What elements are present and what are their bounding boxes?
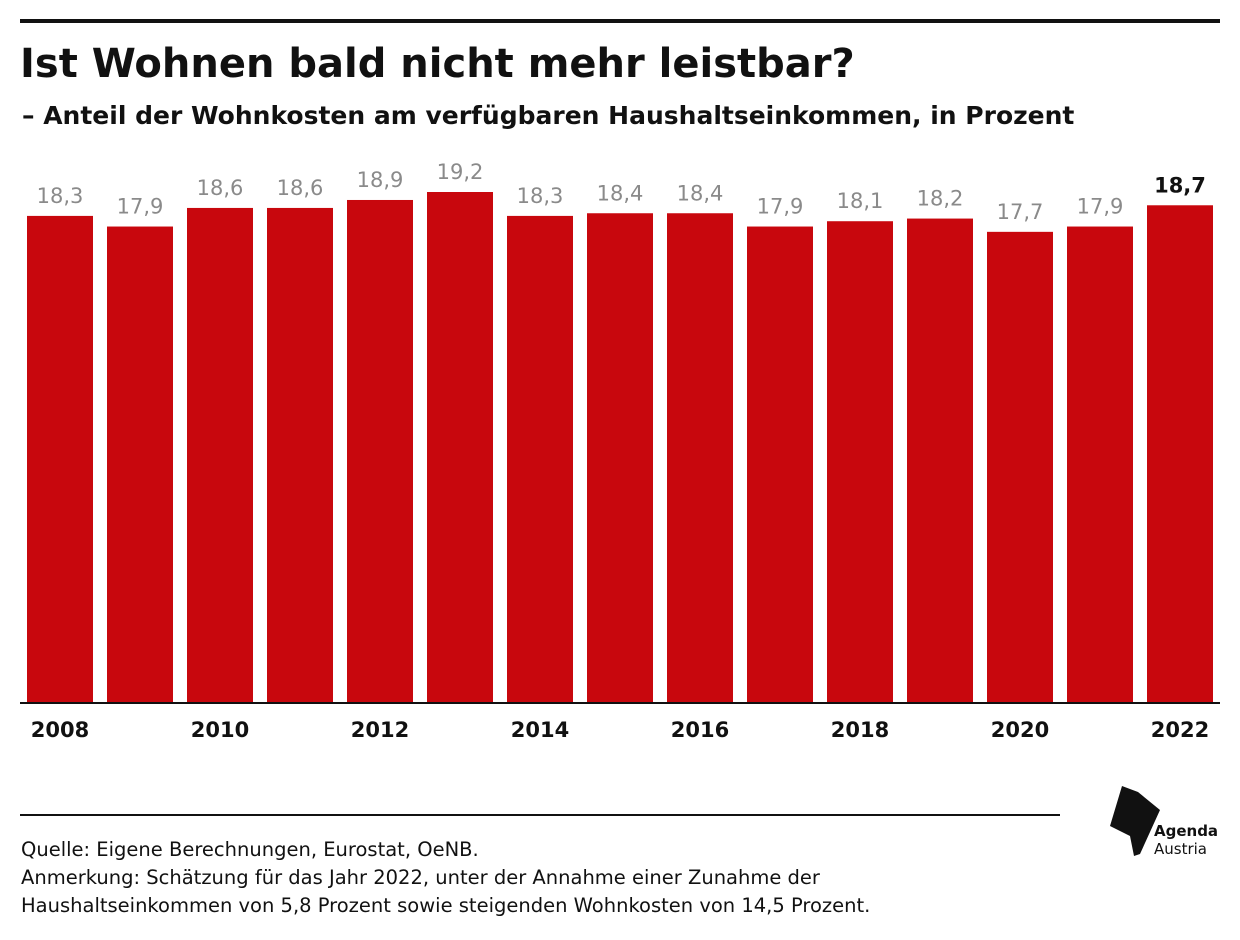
chart-title: Ist Wohnen bald nicht mehr leistbar? — [20, 41, 855, 87]
logo-line-2: Austria — [1154, 840, 1207, 858]
value-label-2018: 18,1 — [837, 189, 884, 213]
tick-label-2010: 2010 — [191, 718, 249, 742]
value-label-2016: 18,4 — [677, 181, 724, 205]
x-axis-tick-labels: 2008 2010 2012 2014 2016 2018 2020 2022 — [31, 718, 1209, 742]
source-text: Quelle: Eigene Berechnungen, Eurostat, O… — [21, 838, 479, 861]
bars-group — [27, 192, 1213, 702]
bar-2008 — [27, 215, 93, 702]
tick-label-2008: 2008 — [31, 718, 89, 742]
tick-label-2018: 2018 — [831, 718, 889, 742]
footer-rule — [20, 814, 1060, 816]
bar-2022 — [1147, 205, 1213, 702]
value-label-2015: 18,4 — [597, 181, 644, 205]
value-label-2010: 18,6 — [197, 176, 244, 200]
bar-2010 — [187, 207, 253, 702]
value-label-2013: 19,2 — [437, 160, 484, 184]
value-label-2019: 18,2 — [917, 187, 964, 211]
bar-2016 — [667, 213, 733, 702]
value-label-2008: 18,3 — [37, 184, 84, 208]
logo-line-1: Agenda — [1154, 822, 1219, 840]
top-rule — [20, 19, 1220, 23]
note-line-2: Haushaltseinkommen von 5,8 Prozent sowie… — [21, 894, 871, 917]
tick-label-2020: 2020 — [991, 718, 1049, 742]
bar-2015 — [587, 213, 653, 702]
value-label-2022: 18,7 — [1154, 173, 1206, 197]
bar-2019 — [907, 218, 973, 702]
bar-2013 — [427, 192, 493, 702]
value-labels-group: 18,3 17,9 18,6 18,6 18,9 19,2 18,3 18,4 18,4 17,9… — [37, 160, 1206, 224]
value-label-2017: 17,9 — [757, 195, 804, 219]
value-label-2020: 17,7 — [997, 200, 1044, 224]
bar-2017 — [747, 226, 813, 702]
bar-2021 — [1067, 226, 1133, 702]
value-label-2014: 18,3 — [517, 184, 564, 208]
bar-2011 — [267, 207, 333, 702]
bar-2018 — [827, 221, 893, 702]
tick-label-2012: 2012 — [351, 718, 409, 742]
value-label-2012: 18,9 — [357, 168, 404, 192]
chart-subtitle: – Anteil der Wohnkosten am verfügbaren H… — [22, 101, 1075, 130]
logo-shape-icon — [1110, 786, 1160, 856]
note-line-1: Anmerkung: Schätzung für das Jahr 2022, … — [21, 866, 820, 889]
bar-2012 — [347, 199, 413, 702]
value-label-2009: 17,9 — [117, 195, 164, 219]
footer: Quelle: Eigene Berechnungen, Eurostat, O… — [21, 836, 1071, 920]
value-label-2011: 18,6 — [277, 176, 324, 200]
tick-label-2022: 2022 — [1151, 718, 1209, 742]
bar-2009 — [107, 226, 173, 702]
tick-label-2016: 2016 — [671, 718, 729, 742]
tick-label-2014: 2014 — [511, 718, 569, 742]
agenda-austria-logo: Agenda Austria — [1108, 784, 1228, 864]
value-label-2021: 17,9 — [1077, 195, 1124, 219]
bar-2020 — [987, 231, 1053, 702]
bar-2014 — [507, 215, 573, 702]
